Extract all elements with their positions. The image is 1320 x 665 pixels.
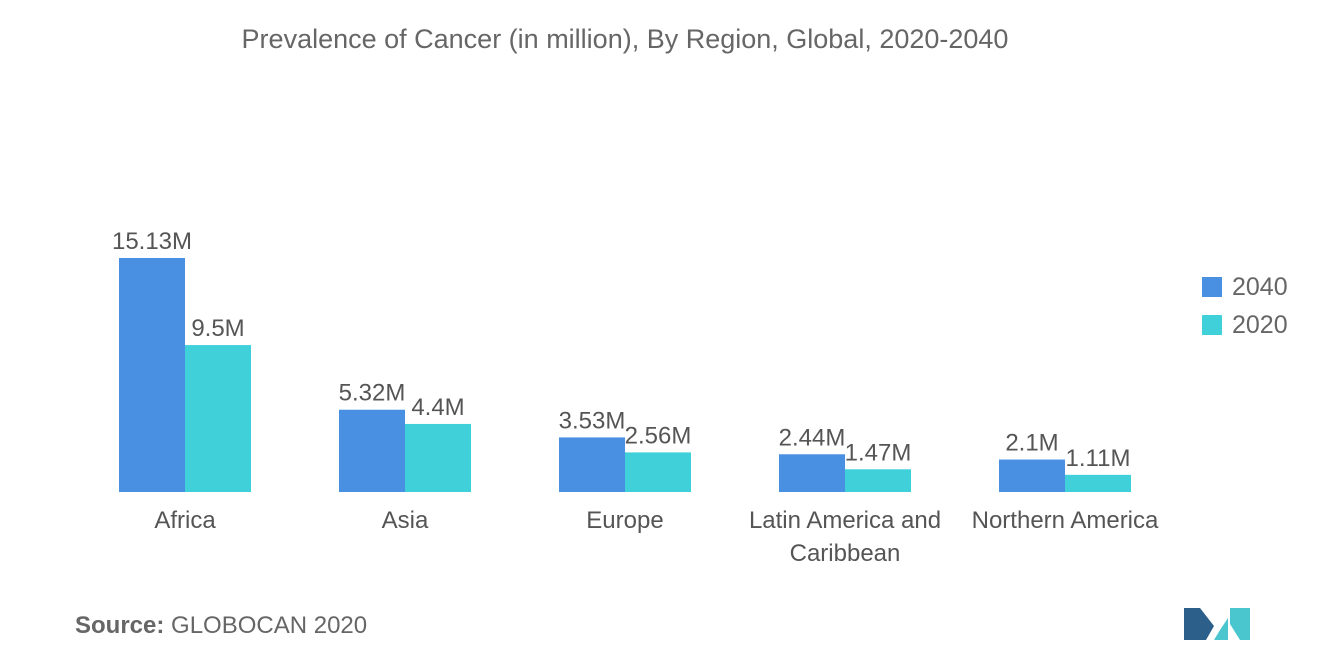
bar-2040-3 xyxy=(779,454,845,492)
legend-label-2020: 2020 xyxy=(1232,310,1288,339)
data-label-2020-4: 1.11M xyxy=(1066,445,1131,472)
source-label: Source: xyxy=(75,612,165,639)
data-label-2020-0: 9.5M xyxy=(191,315,244,342)
legend-label-2040: 2040 xyxy=(1232,272,1288,301)
mordor-intelligence-logo-icon xyxy=(1184,604,1250,645)
x-tick-label-2: Europe xyxy=(586,507,663,534)
legend-swatch-2020 xyxy=(1202,315,1222,335)
x-tick-label-3: Caribbean xyxy=(790,540,901,567)
bar-2040-1 xyxy=(339,409,405,492)
legend-item-2020: 2020 xyxy=(1202,306,1288,344)
legend-swatch-2040 xyxy=(1202,277,1222,297)
bar-2020-2 xyxy=(625,452,691,492)
bar-2040-4 xyxy=(999,459,1065,492)
legend-item-2040: 2040 xyxy=(1202,268,1288,306)
source-text: GLOBOCAN 2020 xyxy=(171,612,368,639)
data-label-2040-2: 3.53M xyxy=(559,407,626,434)
x-tick-label-3: Latin America and xyxy=(749,507,941,534)
data-label-2040-0: 15.13M xyxy=(112,228,192,255)
data-label-2020-3: 1.47M xyxy=(845,439,912,466)
bar-2020-3 xyxy=(845,469,911,492)
bar-2040-0 xyxy=(119,258,185,492)
bar-2020-4 xyxy=(1065,474,1131,492)
data-label-2020-1: 4.4M xyxy=(411,394,464,421)
data-label-2040-3: 2.44M xyxy=(779,424,846,451)
source-note: Source: GLOBOCAN 2020 xyxy=(75,612,367,640)
chart-title: Prevalence of Cancer (in million), By Re… xyxy=(241,24,1009,54)
legend: 2040 2020 xyxy=(1202,268,1288,344)
x-tick-label-0: Africa xyxy=(154,507,216,534)
bar-2020-0 xyxy=(185,345,251,492)
x-tick-label-1: Asia xyxy=(382,507,429,534)
data-label-2040-1: 5.32M xyxy=(339,380,406,407)
data-label-2040-4: 2.1M xyxy=(1005,430,1058,457)
data-label-2020-2: 2.56M xyxy=(625,422,692,449)
bar-2020-1 xyxy=(405,423,471,492)
bar-2040-2 xyxy=(559,437,625,492)
x-tick-label-4: Northern America xyxy=(972,507,1159,534)
